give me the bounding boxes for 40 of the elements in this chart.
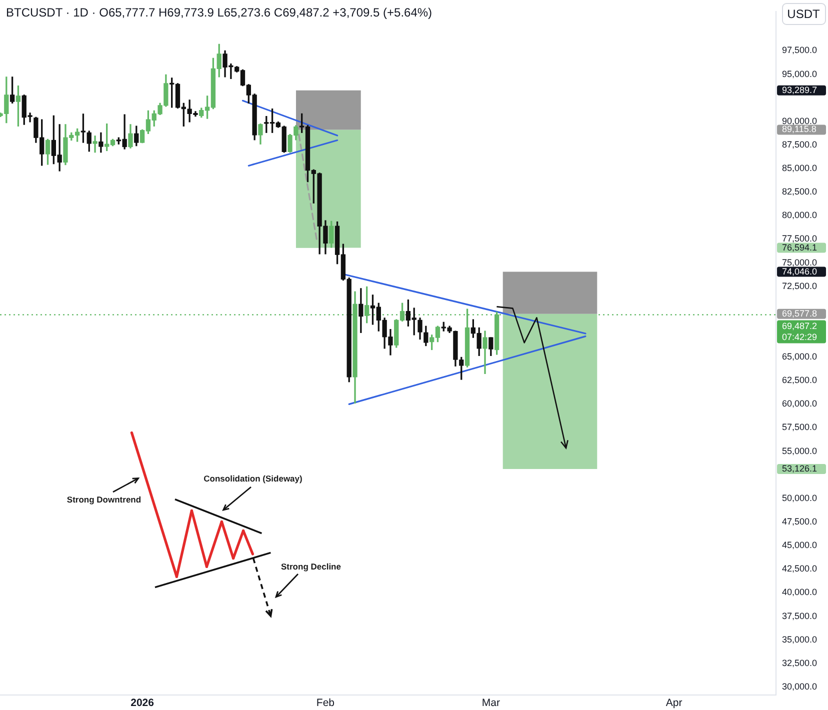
x-tick-label: Mar <box>482 697 500 710</box>
chart-title: BTCUSDT · 1D · O65,777.7 H69,773.9 L65,273.6 C69,487.2 +3,709.5 (+5.64%) <box>6 5 432 20</box>
y-tick-label: 65,000.0 <box>782 352 818 362</box>
y-tick-label: 80,000.0 <box>782 210 818 220</box>
y-tick-label: 53,126.1 <box>782 463 818 474</box>
y-tick-label: 37,500.0 <box>782 610 818 621</box>
y-tick-label: 42,500.0 <box>782 564 818 574</box>
x-tick-label: Apr <box>666 697 683 710</box>
y-tick-label: 55,000.0 <box>782 446 818 456</box>
y-tick-label: 69,577.8 <box>782 308 818 318</box>
y-tick-label: 97,500.0 <box>782 45 818 56</box>
x-tick-label: Feb <box>316 697 335 710</box>
y-tick-label: 35,000.0 <box>782 634 818 644</box>
x-tick-label: 2026 <box>130 697 154 710</box>
y-tick-label: 77,500.0 <box>782 234 818 244</box>
y-tick-label: 74,046.0 <box>782 266 818 276</box>
y-tick-label: 47,500.0 <box>782 516 818 527</box>
annotation: Strong Downtrend <box>66 494 142 504</box>
y-tick-label: 50,000.0 <box>782 492 818 503</box>
y-tick-label: 93,289.7 <box>782 84 818 95</box>
y-tick-label: 57,500.0 <box>782 422 818 432</box>
y-tick-label: 82,500.0 <box>782 186 818 197</box>
annotation: Consolidation (Sideway) <box>204 473 303 484</box>
y-tick-label: 76,594.1 <box>782 242 818 252</box>
y-tick-label: 30,000.0 <box>782 681 818 692</box>
y-tick-label: 40,000.0 <box>782 587 818 598</box>
y-tick-label: 95,000.0 <box>782 68 818 79</box>
y-axis-title: USDT <box>787 6 820 21</box>
y-tick-label: 45,000.0 <box>782 540 818 550</box>
y-tick-label: 60,000.0 <box>782 398 818 409</box>
y-tick-label: 87,500.0 <box>782 139 818 150</box>
y-tick-label: 89,115.8 <box>782 124 816 134</box>
y-tick-label: 72,500.0 <box>782 280 818 291</box>
y-tick-label: 90,000.0 <box>782 116 818 126</box>
annotation: Strong Decline <box>281 561 342 572</box>
y-tick-label: 62,500.0 <box>782 375 818 386</box>
y-tick-label: 75,000.0 <box>782 257 818 268</box>
y-tick-label: 32,500.0 <box>782 658 818 668</box>
ref-line-label: 69,487.2 07:42:29 <box>782 320 818 342</box>
y-tick-label: 85,000.0 <box>782 163 818 174</box>
